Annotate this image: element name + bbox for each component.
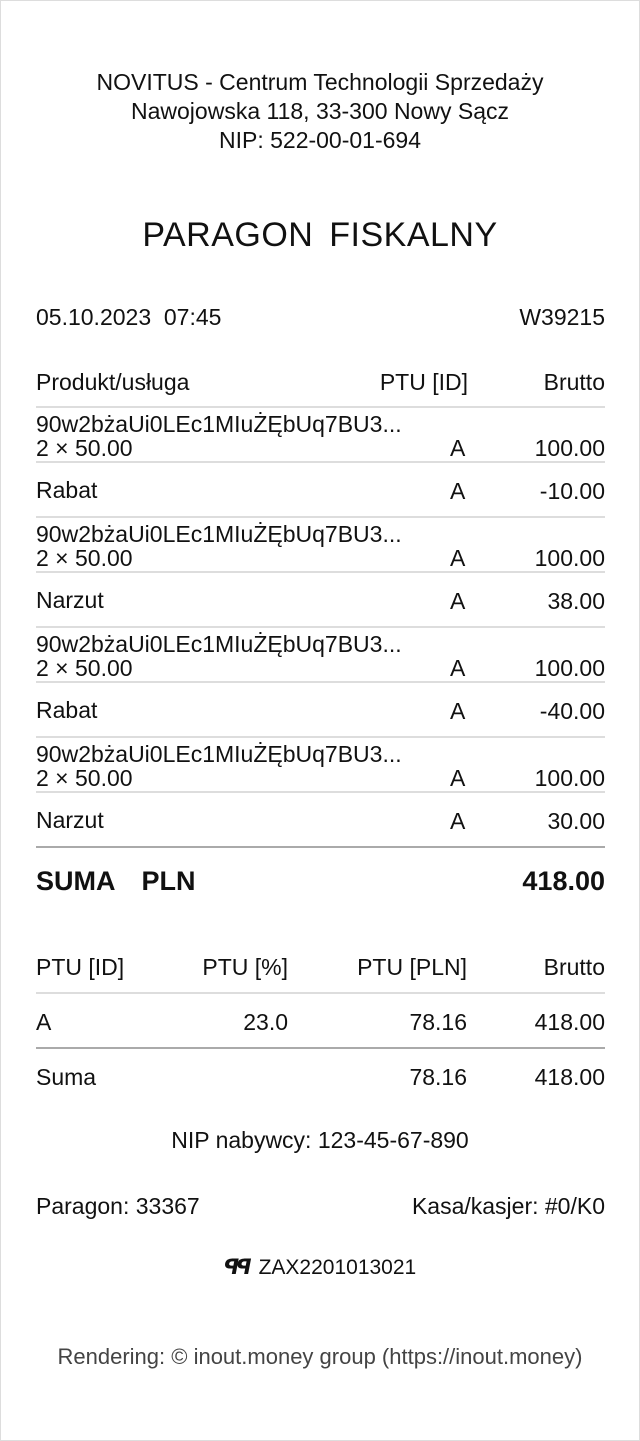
item-gross: 100.00 [534,435,605,461]
company-nip: NIP: 522-00-01-694 [218,127,421,153]
company-address: Nawojowska 118, 33-300 Nowy Sącz [131,98,509,124]
item-gross: 100.00 [534,765,605,791]
item-name: Rabat [36,477,98,503]
item-name: Rabat [36,697,98,723]
vat-col-pln: PTU [PLN] [357,954,467,980]
vat-sum-label: Suma [36,1064,97,1090]
store-header: NOVITUS - Centrum Technologii Sprzedaży … [0,68,640,155]
item-ptu: A [450,545,466,571]
item-name-block: Rabat [36,698,97,722]
divider [36,736,605,738]
company-name: NOVITUS - Centrum Technologii Sprzedaży [96,69,544,95]
vat-col-gross: Brutto [543,954,605,980]
item-row: Rabat A -10.00 [36,463,605,518]
device-row: ꟼꟼ ZAX2201013021 [0,1255,640,1280]
item-name: 90w2bżaUi0LEc1MIuŻĘbUq7BU3... [36,411,402,437]
item-ptu: A [450,478,466,504]
item-name-block: 90w2bżaUi0LEc1MIuŻĘbUq7BU3... 2 × 50.00 [36,412,402,460]
item-ptu: A [450,435,466,461]
item-ptu: A [450,808,466,834]
item-gross: -10.00 [539,478,605,504]
divider [36,406,605,408]
item-name: 90w2bżaUi0LEc1MIuŻĘbUq7BU3... [36,741,402,767]
item-ptu: A [450,655,466,681]
buyer-nip: NIP nabywcy: 123-45-67-890 [171,1127,469,1153]
item-ptu: A [450,588,466,614]
col-product: Produkt/usługa [36,369,190,395]
item-row: 90w2bżaUi0LEc1MIuŻĘbUq7BU3... 2 × 50.00 A 1… [36,738,605,793]
item-name-block: Rabat [36,478,97,502]
item-quantity: 2 × 50.00 [36,765,133,791]
item-quantity: 2 × 50.00 [36,545,133,571]
item-name: 90w2bżaUi0LEc1MIuŻĘbUq7BU3... [36,631,402,657]
divider [36,626,605,628]
item-gross: 100.00 [534,545,605,571]
device-id: ZAX2201013021 [258,1256,417,1279]
col-ptu: PTU [ID] [379,369,468,395]
vat-pct: 23.0 [243,1009,288,1035]
total-label: SUMA PLN [36,866,196,896]
receipt-code: W39215 [519,304,605,330]
item-row: 90w2bżaUi0LEc1MIuŻĘbUq7BU3... 2 × 50.00 A 1… [36,408,605,463]
item-row: 90w2bżaUi0LEc1MIuŻĘbUq7BU3... 2 × 50.00 A 1… [36,518,605,573]
item-gross: 30.00 [547,808,605,834]
item-name: 90w2bżaUi0LEc1MIuŻĘbUq7BU3... [36,521,402,547]
register-cashier: Kasa/kasjer: #0/K0 [411,1193,605,1219]
divider [36,681,605,683]
divider [36,846,605,848]
item-name: Narzut [36,587,104,613]
vat-pln: 78.16 [409,1009,467,1035]
divider [36,516,605,518]
item-name: Narzut [36,807,104,833]
item-row: 90w2bżaUi0LEc1MIuŻĘbUq7BU3... 2 × 50.00 A 1… [36,628,605,683]
item-name-block: 90w2bżaUi0LEc1MIuŻĘbUq7BU3... 2 × 50.00 [36,742,402,790]
item-row: Rabat A -40.00 [36,683,605,738]
rendering-footer: Rendering: © inout.money group (https://… [57,1344,583,1369]
vat-sum-pln: 78.16 [409,1064,467,1090]
item-ptu: A [450,698,466,724]
vat-col-pct: PTU [%] [202,954,288,980]
vat-id: A [36,1009,52,1035]
datetime: 05.10.2023 07:45 [36,304,222,330]
item-gross: 100.00 [534,655,605,681]
item-name-block: Narzut [36,588,104,612]
divider [36,791,605,793]
divider [36,1047,605,1049]
total-value: 418.00 [522,866,605,896]
item-gross: 38.00 [547,588,605,614]
item-quantity: 2 × 50.00 [36,435,133,461]
vat-sum-gross: 418.00 [534,1064,605,1090]
receipt-number: Paragon: 33367 [36,1193,200,1219]
divider [36,571,605,573]
item-row: Narzut A 38.00 [36,573,605,628]
item-quantity: 2 × 50.00 [36,655,133,681]
item-ptu: A [450,765,466,791]
col-gross: Brutto [543,369,605,395]
vat-gross: 418.00 [534,1009,605,1035]
item-gross: -40.00 [539,698,605,724]
fiscal-pl-logo-icon: ꟼꟼ [223,1256,252,1279]
item-name-block: 90w2bżaUi0LEc1MIuŻĘbUq7BU3... 2 × 50.00 [36,522,402,570]
vat-col-id: PTU [ID] [36,954,125,980]
item-row: Narzut A 30.00 [36,793,605,848]
divider [36,992,605,994]
item-name-block: Narzut [36,808,104,832]
item-name-block: 90w2bżaUi0LEc1MIuŻĘbUq7BU3... 2 × 50.00 [36,632,402,680]
divider [36,461,605,463]
receipt-title: PARAGON FISKALNY [142,216,498,254]
